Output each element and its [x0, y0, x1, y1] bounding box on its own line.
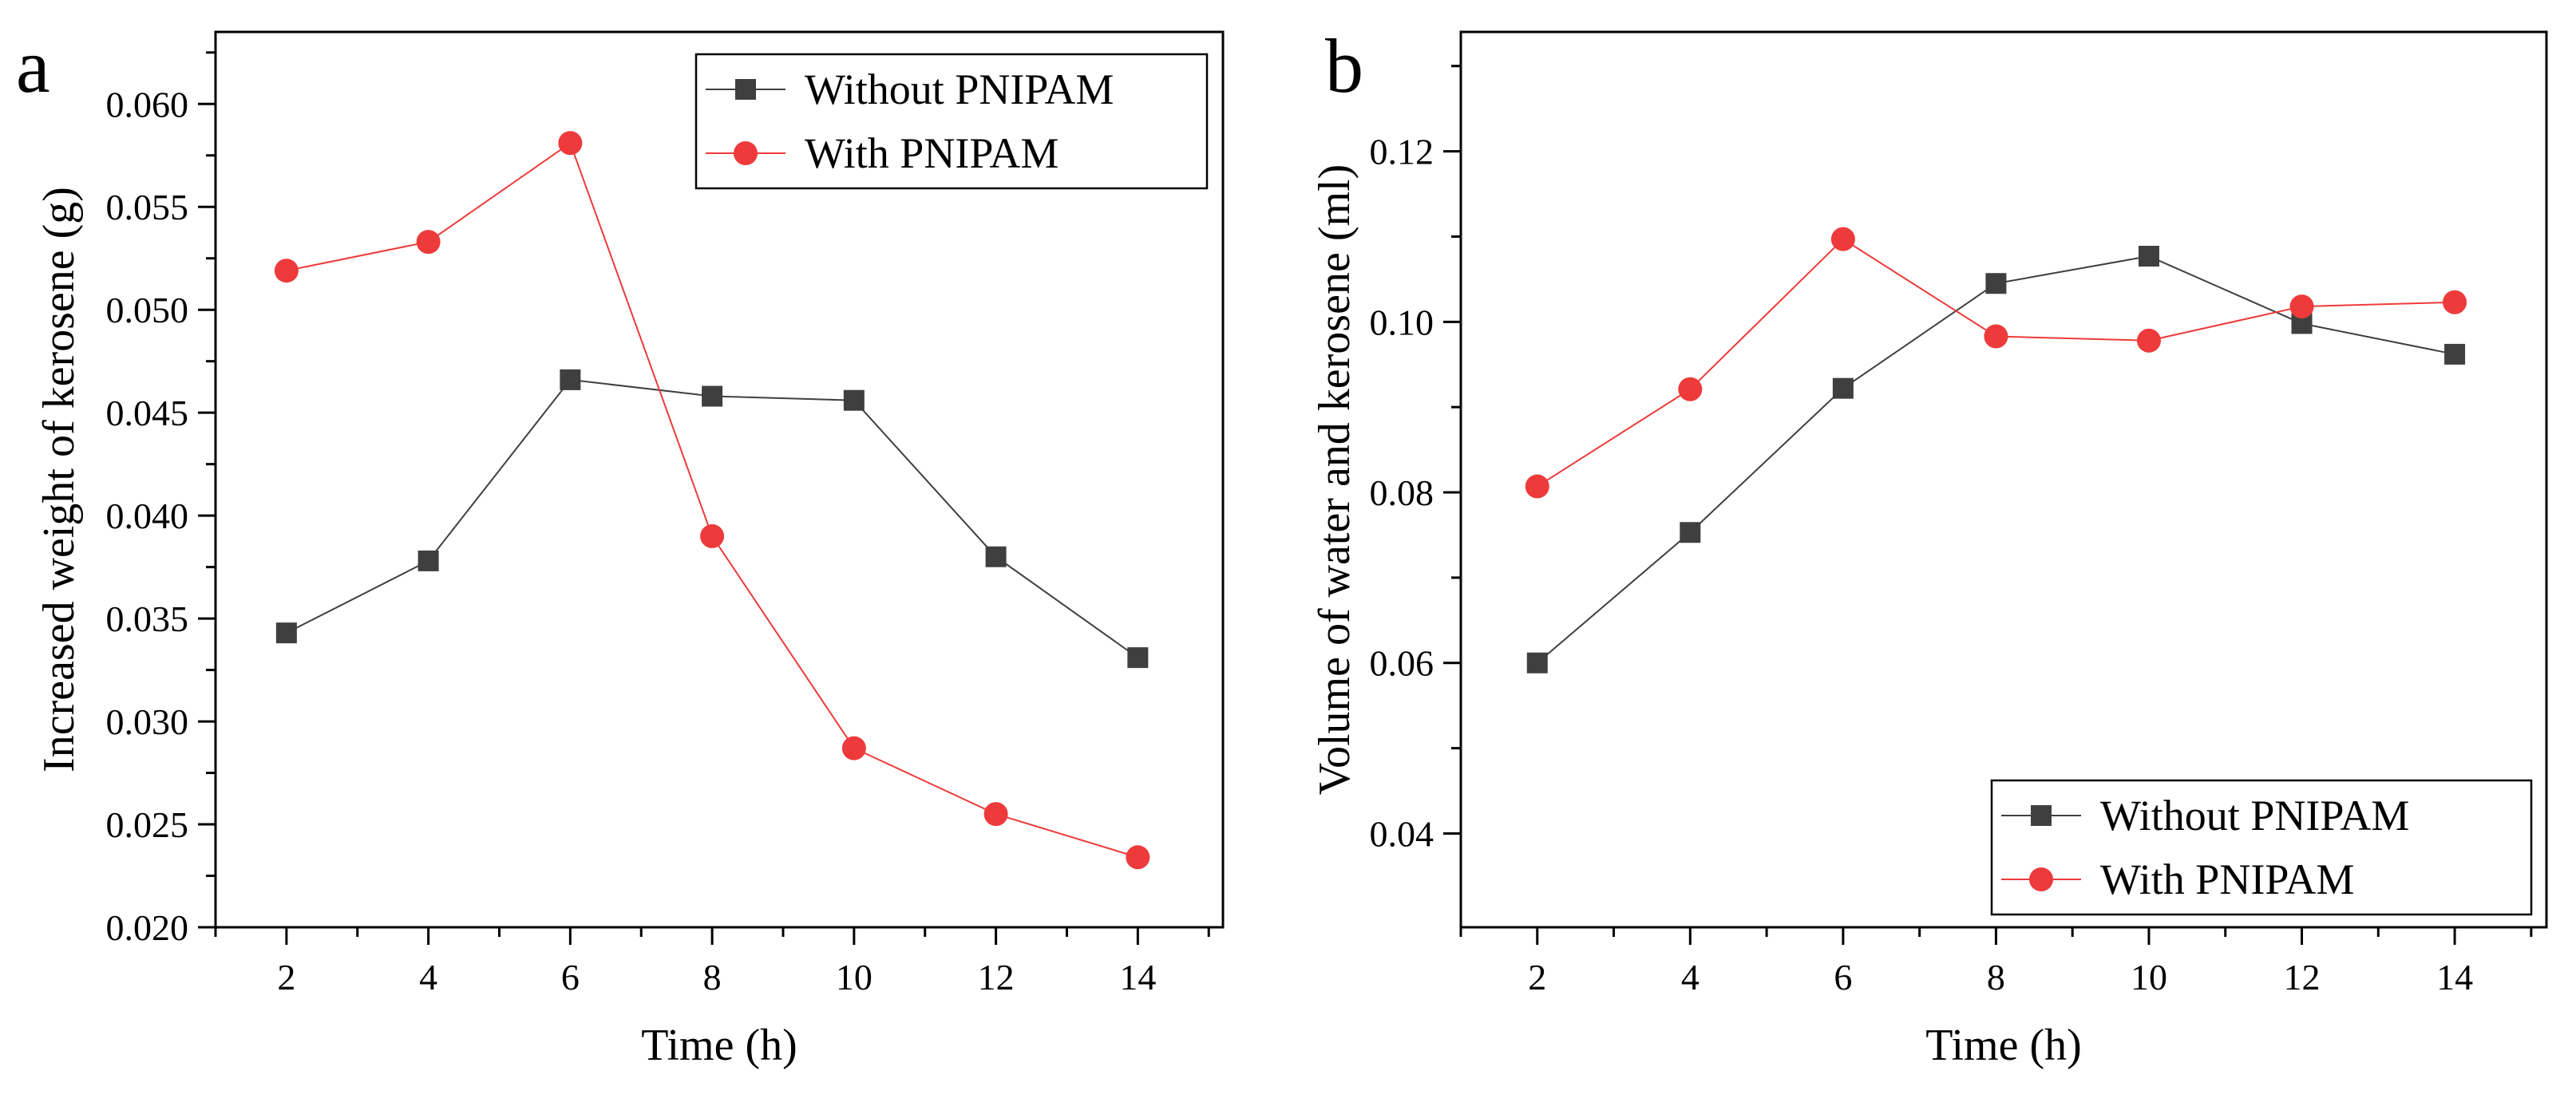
data-point-square	[843, 389, 865, 411]
x-axis-title: Time (h)	[641, 1021, 797, 1070]
data-point-square	[1832, 377, 1854, 399]
x-tick-label: 8	[703, 957, 722, 997]
data-point-square	[1127, 647, 1149, 669]
x-tick-label: 2	[277, 957, 295, 997]
data-point-circle	[416, 230, 441, 255]
chart-panel-a: 2 4 6 8 10 12 14 0.020 0.025 0.030 0.035 0.040 0.045…	[16, 23, 1225, 1070]
data-point-square	[2138, 246, 2159, 267]
y-tick-label: 0.050	[106, 290, 189, 330]
x-tick-label: 10	[2131, 957, 2167, 997]
data-point-square	[1985, 273, 2007, 294]
data-point-circle	[841, 736, 866, 760]
data-point-square	[275, 622, 297, 644]
x-tick-label: 8	[1987, 957, 2005, 997]
series-line-0	[1537, 255, 2455, 664]
x-tick-label: 6	[561, 957, 580, 997]
data-point-square	[2444, 343, 2466, 365]
data-point-circle	[274, 259, 299, 283]
data-point-circle	[983, 802, 1008, 827]
legend-marker-circle	[734, 141, 758, 165]
legend-box	[1990, 779, 2533, 916]
data-point-circle	[2289, 294, 2314, 319]
x-tick-label: 6	[1834, 957, 1852, 997]
y-tick-label: 0.025	[106, 804, 189, 845]
y-axis-title: Volume of water and kerosene (ml)	[1310, 164, 1359, 795]
data-point-circle	[558, 131, 583, 156]
plot-frame	[214, 30, 1225, 929]
y-tick-label: 0.030	[106, 701, 189, 742]
x-tick-label: 12	[978, 957, 1015, 997]
series-line-0	[286, 378, 1138, 658]
data-point-circle	[1525, 474, 1549, 499]
data-point-circle	[1830, 227, 1855, 251]
x-axis-title: Time (h)	[1925, 1021, 2082, 1070]
data-point-square	[1680, 522, 1701, 543]
data-point-circle	[2443, 290, 2467, 314]
data-point-circle	[1984, 324, 2008, 349]
data-point-circle	[2136, 328, 2161, 353]
chart-panel-b: 2 4 6 8 10 12 14 0.04 0.06 0.08 0.10 0.12 Time (h) Vo…	[1310, 23, 2548, 1070]
x-tick-label: 14	[1119, 957, 1156, 997]
y-tick-label: 0.12	[1370, 132, 1434, 172]
panel-label: a	[16, 23, 50, 109]
legend-label: With PNIPAM	[805, 129, 1058, 177]
legend-label: With PNIPAM	[2100, 855, 2354, 903]
legend-marker-square	[2031, 805, 2052, 826]
legend: Without PNIPAM With PNIPAM	[1990, 779, 2533, 916]
legend-marker-circle	[2029, 867, 2053, 891]
data-point-square	[1526, 652, 1548, 674]
legend: Without PNIPAM With PNIPAM	[694, 53, 1209, 190]
data-point-circle	[1126, 845, 1150, 870]
y-tick-label: 0.055	[106, 187, 189, 227]
y-tick-label: 0.10	[1370, 302, 1434, 342]
x-tick-label: 4	[419, 957, 437, 997]
plot-frame	[1459, 30, 2548, 929]
y-axis-title: Increased weight of kerosene (g)	[34, 187, 84, 772]
y-tick-label: 0.06	[1370, 643, 1434, 684]
data-point-circle	[700, 523, 725, 548]
y-tick-label: 0.060	[106, 84, 189, 124]
data-point-square	[417, 550, 439, 571]
y-tick-label: 0.04	[1370, 813, 1434, 854]
y-tick-label: 0.08	[1370, 472, 1434, 513]
legend-box	[694, 53, 1209, 190]
legend-marker-square	[735, 79, 756, 100]
y-tick-label: 0.045	[106, 393, 189, 433]
data-point-square	[702, 385, 723, 407]
x-tick-label: 2	[1528, 957, 1546, 997]
y-tick-label: 0.040	[106, 496, 189, 536]
legend-label: Without PNIPAM	[2100, 792, 2409, 839]
series-line-1	[286, 141, 1138, 859]
data-point-square	[985, 546, 1007, 567]
x-tick-label: 12	[2284, 957, 2321, 997]
x-tick-label: 4	[1681, 957, 1700, 997]
data-point-circle	[1678, 377, 1703, 401]
y-tick-label: 0.020	[106, 907, 189, 948]
legend-label: Without PNIPAM	[805, 65, 1114, 113]
x-tick-label: 10	[836, 957, 873, 997]
y-tick-label: 0.035	[106, 598, 189, 639]
x-tick-label: 14	[2436, 957, 2473, 997]
panel-label: b	[1325, 23, 1363, 109]
data-point-square	[560, 369, 581, 390]
